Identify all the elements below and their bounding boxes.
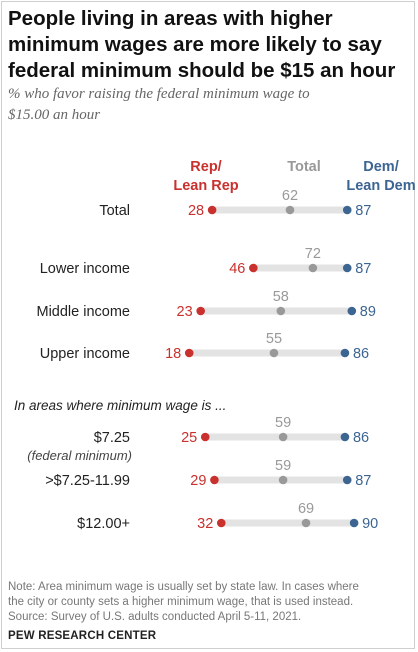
title-line-3: federal minimum should be $15 an hour — [8, 59, 396, 82]
row-4-dem-dot — [340, 348, 350, 358]
row-2-dem-dot — [342, 263, 352, 273]
row-3-total-dot — [276, 306, 286, 316]
row-6-total-dot — [278, 475, 288, 485]
source-line: Source: Survey of U.S. adults conducted … — [8, 611, 302, 623]
row-7-dem-dot — [349, 518, 359, 528]
row-3-dem-value: 89 — [360, 304, 376, 320]
row-1-dem-value: 87 — [355, 203, 371, 219]
title-line-1: People living in areas with higher — [8, 7, 333, 30]
row-2-total-value: 72 — [305, 246, 321, 262]
row-1-rep-value: 28 — [188, 203, 204, 219]
row-6-dem-dot — [342, 475, 352, 485]
row-1-rep-dot — [207, 205, 217, 215]
row-5-total-dot — [278, 432, 288, 442]
row-7-total-dot — [301, 518, 311, 528]
row-7-total-value: 69 — [298, 501, 314, 517]
note-line-2: the city or county sets a higher minimum… — [8, 596, 354, 608]
dot-plot: Rep/Lean Rep Total Dem/Lean Dem In areas wh… — [14, 159, 416, 532]
subtitle-line-1: % who favor raising the federal minimum … — [8, 86, 310, 102]
row-4-rep-dot — [184, 348, 194, 358]
organization-name: PEW RESEARCH CENTER — [8, 630, 157, 642]
row-2-rep-dot — [249, 263, 258, 273]
legend-rep-line-2: Lean Rep — [173, 178, 238, 194]
row-5-sublabel: (federal minimum) — [27, 448, 132, 463]
row-5-rep-value: 25 — [181, 430, 197, 446]
row-3-total-value: 58 — [273, 289, 289, 305]
legend-dem-line-1: Dem/ — [363, 159, 398, 175]
row-7-label: $12.00+ — [77, 516, 130, 532]
row-1-total-value: 62 — [282, 188, 298, 204]
row-6-rep-value: 29 — [190, 473, 206, 489]
row-2-total-dot — [308, 263, 318, 273]
row-6-total-value: 59 — [275, 458, 291, 474]
row-5-rep-dot — [200, 432, 210, 442]
row-7-rep-dot — [216, 518, 226, 528]
row-5-dem-value: 86 — [353, 430, 369, 446]
row-3-rep-dot — [196, 306, 205, 316]
row-3-label: Middle income — [37, 304, 131, 320]
row-2-dem-value: 87 — [355, 261, 371, 277]
row-1-dem-dot — [342, 205, 352, 215]
row-7-rep-value: 32 — [197, 516, 213, 532]
subtitle-line-2: $15.00 an hour — [8, 107, 101, 123]
row-6-label: >$7.25-11.99 — [45, 473, 130, 489]
section-label: In areas where minimum wage is ... — [14, 398, 226, 413]
legend-dem-line-2: Lean Dem — [346, 178, 415, 194]
note-line-1: Note: Area minimum wage is usually set b… — [8, 581, 359, 593]
row-4-rep-value: 18 — [165, 346, 181, 362]
row-1-label: Total — [99, 203, 130, 219]
row-2-rep-value: 46 — [229, 261, 245, 277]
title-line-2: minimum wages are more likely to say — [8, 33, 382, 56]
chart-notes: Note: Area minimum wage is usually set b… — [8, 580, 412, 625]
row-6-dem-value: 87 — [355, 473, 371, 489]
chart-subtitle: % who favor raising the federal minimum … — [8, 84, 388, 126]
row-4-dem-value: 86 — [353, 346, 369, 362]
row-3-rep-value: 23 — [177, 304, 193, 320]
row-5-total-value: 59 — [275, 415, 291, 431]
row-3-dem-dot — [347, 306, 357, 316]
row-4-total-dot — [269, 348, 279, 358]
row-5-dem-dot — [340, 432, 350, 442]
row-4-total-value: 55 — [266, 331, 282, 347]
row-1-total-dot — [285, 205, 295, 215]
legend-total-line-1: Total — [287, 159, 321, 175]
row-7-dem-value: 90 — [362, 516, 378, 532]
chart-title: People living in areas with higher minim… — [8, 6, 408, 84]
legend-rep-line-1: Rep/ — [190, 159, 221, 175]
row-2-label: Lower income — [40, 261, 130, 277]
row-4-label: Upper income — [40, 346, 130, 362]
row-6-rep-dot — [210, 475, 219, 485]
row-5-label: $7.25 — [94, 430, 130, 446]
